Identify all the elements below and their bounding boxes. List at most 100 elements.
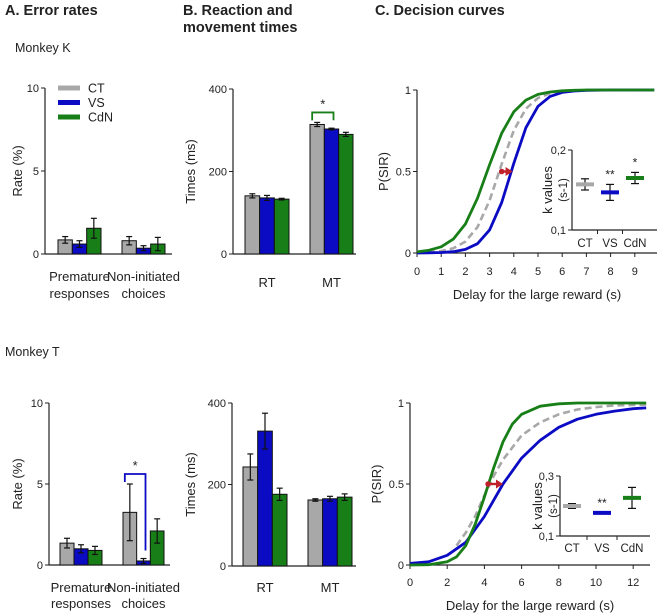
k-values-inset: 0,1 0,3k values (s-1) CT ** VS CdN [530, 471, 650, 555]
y-tick-label: 0 [398, 560, 404, 572]
x-tick-label: 3 [487, 266, 493, 278]
bar-chart-error-rates-monkey-t: 0 5 10 Rate (%) PrematureresponsesNon-initia… [10, 398, 180, 611]
bar-cdn [336, 496, 353, 567]
y-axis-label: Times (ms) [183, 452, 198, 517]
category-label: RT [256, 580, 273, 595]
category-label: Non-initiated [107, 580, 180, 595]
y-tick-label: 1 [405, 85, 411, 97]
x-tick-label: 8 [608, 266, 614, 278]
bar-ct [307, 499, 324, 567]
x-tick-label: 9 [632, 266, 638, 278]
curve-vs [409, 406, 647, 565]
bar-chart-times-monkey-k: 0 200 400 Times (ms) RT MT * [183, 84, 356, 290]
shift-arrow-head [505, 167, 513, 176]
bar-chart-times-monkey-t: 0 200 400 Times (ms) RT MT [183, 398, 356, 595]
x-tick-label: 0 [407, 577, 413, 589]
bar-vs [257, 430, 273, 567]
y-tick-label: 5 [37, 479, 43, 491]
inset-significance-star: ** [597, 496, 607, 510]
bar-vs [322, 498, 338, 567]
y-tick-label: 1 [398, 398, 404, 410]
curve-vs [416, 88, 655, 255]
x-tick-label: 5 [535, 266, 541, 278]
x-tick-label: 1 [438, 266, 444, 278]
legend-label: CT [88, 82, 105, 96]
x-tick-label: 10 [590, 577, 602, 589]
inset-y-tick-label: 0,3 [539, 471, 554, 483]
y-tick-label: 0 [405, 248, 411, 260]
inset-category-label: CdN [620, 543, 643, 555]
y-tick-label: 200 [208, 480, 226, 492]
y-axis-label: Times (ms) [183, 139, 198, 204]
legend-swatch-ct [58, 85, 80, 91]
inset-category-label: VS [594, 543, 610, 555]
x-tick-label: 8 [556, 577, 562, 589]
y-axis-label: Rate (%) [10, 458, 25, 509]
legend-label: VS [88, 96, 105, 110]
y-axis-label: P(SIR) [369, 465, 384, 504]
monkey-k-label: Monkey K [15, 41, 71, 55]
curve-chart-decision-curves-monkey-t: 00.510 2 4 6 8 10 12P(SIR)Delay for the large … [369, 398, 650, 613]
bar-cdn [338, 133, 354, 255]
inset-category-label: CT [564, 543, 579, 555]
y-tick-label: 200 [209, 167, 227, 179]
inset-category-label: CdN [623, 238, 646, 250]
legend-swatch-vs [58, 100, 80, 105]
curve-cdn [409, 401, 647, 567]
y-tick-label: 0.5 [396, 167, 411, 179]
category-label: responses [51, 596, 111, 611]
inset-y-axis-label: k values [540, 166, 555, 214]
inset-y-axis-label: k values [530, 482, 545, 530]
legend-swatch-cdn [58, 114, 80, 120]
y-axis-label: P(SIR) [376, 152, 391, 191]
significance-bracket [123, 473, 147, 551]
panel-a-title: A. Error rates [5, 3, 98, 19]
panel-b-title-line1: B. Reaction and [183, 3, 293, 19]
y-axis-label: Rate (%) [10, 145, 25, 196]
category-label: choices [121, 286, 166, 301]
panel-c-title: C. Decision curves [375, 3, 505, 19]
x-tick-label: 4 [511, 266, 517, 278]
category-label: Non-initiated [107, 269, 180, 284]
curve-ct [455, 403, 647, 547]
category-label: Premature [49, 269, 110, 284]
x-tick-label: 7 [583, 266, 589, 278]
x-tick-label: 4 [481, 577, 487, 589]
bar-ct [244, 195, 261, 255]
category-label: MT [321, 580, 340, 595]
y-tick-label: 400 [208, 398, 226, 410]
curve-ct [416, 88, 655, 254]
x-tick-label: 6 [519, 577, 525, 589]
x-tick-label: 12 [627, 577, 639, 589]
inset-y-axis-unit: (s-1) [548, 494, 560, 518]
significance-star: * [133, 458, 138, 473]
inset-y-tick-label: 0,1 [539, 531, 554, 543]
bar-ct [242, 466, 259, 567]
inset-category-label: VS [602, 238, 618, 250]
y-tick-label: 0.5 [389, 479, 404, 491]
legend-label: CdN [88, 111, 113, 125]
y-tick-label: 0 [37, 560, 43, 572]
x-tick-label: 2 [444, 577, 450, 589]
x-axis-label: Delay for the large reward (s) [453, 287, 621, 302]
k-values-inset: 0,1 0,2 k values (s-1) CT ** VS * CdN [540, 145, 657, 250]
bar-vs [323, 128, 340, 255]
y-tick-label: 5 [33, 166, 39, 178]
inset-y-tick-label: 0,1 [551, 225, 566, 237]
category-label: MT [322, 275, 341, 290]
bar-ct [309, 123, 325, 255]
curve-chart-decision-curves-monkey-k: 0 0.5 1 0 1 2 3 4 5 6 7 8 9 P(SIR) Delay for the large… [376, 85, 657, 302]
significance-bracket [311, 111, 335, 121]
category-label: responses [50, 286, 110, 301]
panel-b-title: B. Reaction and movement times [183, 3, 297, 37]
category-label: choices [121, 596, 166, 611]
bar-cdn [273, 198, 290, 255]
shift-arrow-dot [498, 168, 505, 175]
bar-vs [259, 197, 275, 255]
shift-arrow-head [496, 479, 503, 489]
inset-y-axis-unit: (s-1) [558, 178, 570, 202]
inset-significance-star: * [633, 155, 638, 169]
shift-arrow-dot [485, 481, 491, 487]
y-tick-label: 0 [220, 561, 226, 573]
inset-significance-star: ** [605, 167, 615, 181]
